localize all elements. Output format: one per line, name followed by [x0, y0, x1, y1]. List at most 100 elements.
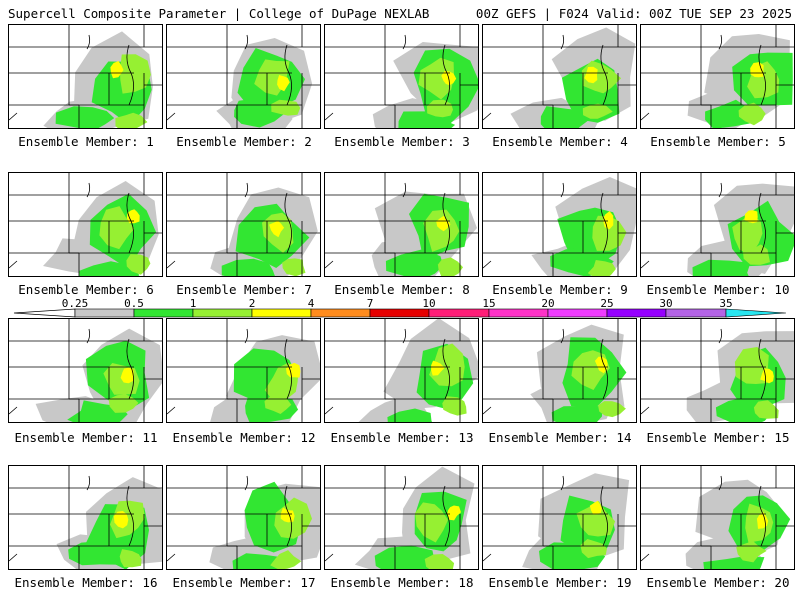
- state-borders: [9, 466, 162, 569]
- ensemble-member-label: Ensemble Member: 6: [18, 282, 154, 297]
- scp-field-map: [9, 466, 162, 569]
- scp-field-map: [325, 25, 478, 128]
- scp-shading: [210, 335, 320, 422]
- legend-swatch: [725, 308, 787, 318]
- scp-shading: [56, 477, 162, 569]
- ensemble-member-label: Ensemble Member: 7: [176, 282, 312, 297]
- legend-swatch: [488, 308, 549, 318]
- ensemble-member-label: Ensemble Member: 5: [650, 134, 786, 149]
- ensemble-map-1: [8, 24, 163, 129]
- scp-shading: [686, 331, 794, 422]
- scp-field-map: [9, 173, 162, 276]
- scp-shading: [530, 324, 627, 422]
- state-borders: [167, 25, 320, 128]
- scp-shading: [510, 27, 636, 128]
- legend-swatch: [428, 308, 490, 318]
- scp-field-map: [641, 173, 794, 276]
- scp-shading: [43, 31, 153, 128]
- legend-swatch: [251, 308, 312, 318]
- state-borders: [167, 173, 320, 276]
- scp-shading: [685, 479, 791, 569]
- state-borders: [325, 466, 478, 569]
- scp-field-map: [167, 319, 320, 422]
- ensemble-map-10: [640, 172, 795, 277]
- state-borders: [9, 173, 162, 276]
- legend-swatch: [606, 308, 667, 318]
- legend-tick-label: 0.25: [61, 297, 89, 310]
- scp-field-map: [9, 25, 162, 128]
- ensemble-member-label: Ensemble Member: 2: [176, 134, 312, 149]
- scp-shading: [687, 183, 794, 276]
- legend-tick-label: 0.5: [124, 297, 144, 310]
- ensemble-member-label: Ensemble Member: 19: [488, 575, 632, 590]
- state-borders: [325, 173, 478, 276]
- state-borders: [9, 319, 162, 422]
- ensemble-member-label: Ensemble Member: 3: [334, 134, 470, 149]
- ensemble-member-label: Ensemble Member: 15: [646, 430, 790, 445]
- scp-field-map: [9, 319, 162, 422]
- legend-tick-label: 20: [541, 297, 555, 310]
- ensemble-member-label: Ensemble Member: 11: [14, 430, 158, 445]
- ensemble-map-19: [482, 465, 637, 570]
- ensemble-map-12: [166, 318, 321, 423]
- scp-field-map: [167, 173, 320, 276]
- scp-field-map: [325, 466, 478, 569]
- ensemble-member-label: Ensemble Member: 8: [334, 282, 470, 297]
- ensemble-member-label: Ensemble Member: 1: [18, 134, 154, 149]
- legend-tick-label: 4: [307, 297, 315, 310]
- scp-shading: [687, 34, 793, 128]
- legend-swatch: [547, 308, 608, 318]
- state-borders: [641, 25, 794, 128]
- ensemble-map-15: [640, 318, 795, 423]
- ensemble-map-13: [324, 318, 479, 423]
- ensemble-map-20: [640, 465, 795, 570]
- scp-field-map: [483, 319, 636, 422]
- state-borders: [641, 173, 794, 276]
- ensemble-member-label: Ensemble Member: 18: [330, 575, 474, 590]
- ensemble-map-6: [8, 172, 163, 277]
- legend-swatch: [369, 308, 430, 318]
- legend-tick-label: 30: [659, 297, 673, 310]
- ensemble-map-11: [8, 318, 163, 423]
- scp-shading: [354, 466, 475, 569]
- legend-swatch: [310, 308, 371, 318]
- state-borders: [325, 319, 478, 422]
- legend-tick-label: 35: [719, 297, 733, 310]
- scp-shading: [531, 177, 636, 276]
- scp-field-map: [641, 466, 794, 569]
- state-borders: [9, 25, 162, 128]
- ensemble-member-label: Ensemble Member: 10: [646, 282, 790, 297]
- ensemble-member-label: Ensemble Member: 20: [646, 575, 790, 590]
- ensemble-map-14: [482, 318, 637, 423]
- state-borders: [325, 25, 478, 128]
- state-borders: [167, 319, 320, 422]
- model-valid-time: 00Z GEFS | F024 Valid: 00Z TUE SEP 23 20…: [475, 6, 792, 21]
- ensemble-member-label: Ensemble Member: 4: [492, 134, 628, 149]
- ensemble-map-2: [166, 24, 321, 129]
- scp-field-map: [483, 173, 636, 276]
- ensemble-map-7: [166, 172, 321, 277]
- scp-field-map: [483, 466, 636, 569]
- color-scale-legend: [13, 308, 787, 318]
- scp-shading: [522, 473, 630, 569]
- state-borders: [483, 319, 636, 422]
- ensemble-map-8: [324, 172, 479, 277]
- legend-swatch: [665, 308, 727, 318]
- scp-field-map: [167, 466, 320, 569]
- legend-tick-label: 10: [422, 297, 436, 310]
- ensemble-member-label: Ensemble Member: 13: [330, 430, 474, 445]
- scp-shading: [210, 187, 318, 276]
- ensemble-map-5: [640, 24, 795, 129]
- legend-tick-label: 2: [248, 297, 256, 310]
- ensemble-map-18: [324, 465, 479, 570]
- legend-swatch: [74, 308, 135, 318]
- scp-field-map: [167, 25, 320, 128]
- scp-field-map: [641, 319, 794, 422]
- scp-field-map: [325, 319, 478, 422]
- ensemble-map-3: [324, 24, 479, 129]
- state-borders: [483, 25, 636, 128]
- scp-shading: [358, 319, 478, 422]
- ensemble-map-16: [8, 465, 163, 570]
- state-borders: [483, 173, 636, 276]
- ensemble-member-label: Ensemble Member: 16: [14, 575, 158, 590]
